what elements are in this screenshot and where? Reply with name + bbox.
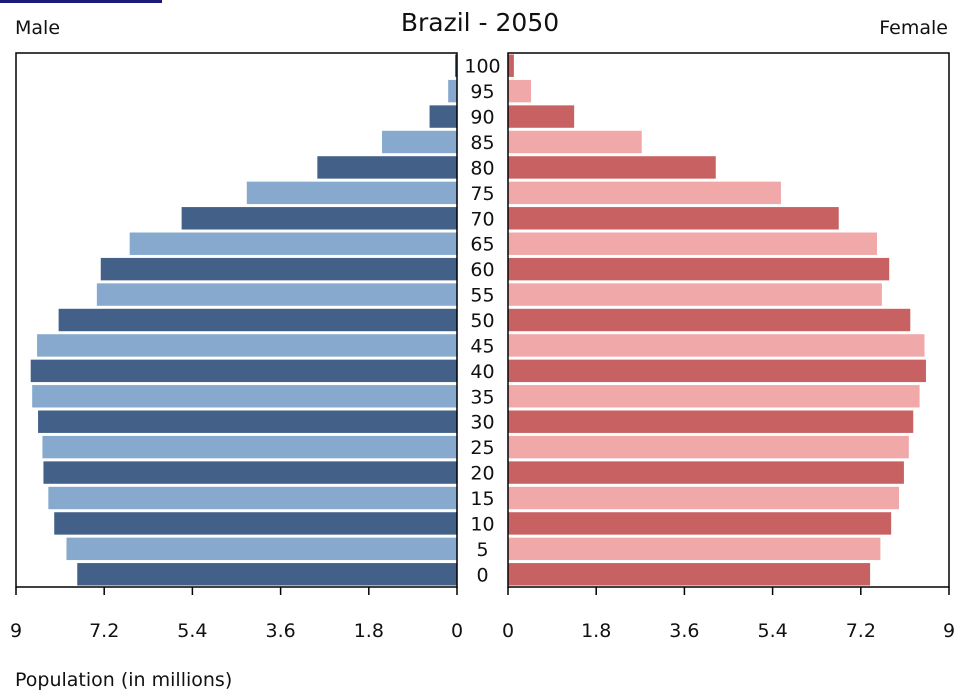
age-label-10: 10 — [470, 513, 494, 535]
age-label-25: 25 — [470, 437, 494, 459]
male-bar-100 — [455, 54, 457, 77]
male-bar-10 — [54, 512, 457, 535]
male-tick-label-1: 7.2 — [89, 620, 119, 642]
female-plot-frame — [507, 52, 950, 588]
female-bar-0 — [508, 563, 871, 586]
male-bar-40 — [30, 359, 457, 383]
female-bar-85 — [508, 130, 642, 154]
female-bar-15 — [508, 486, 900, 510]
male-tick-label-5: 0 — [451, 620, 463, 642]
male-bar-75 — [246, 181, 457, 205]
x-axis-label: Population (in millions) — [15, 669, 233, 691]
female-tick-label-3: 5.4 — [757, 620, 787, 642]
age-label-85: 85 — [470, 132, 494, 154]
male-bar-50 — [58, 308, 457, 332]
male-tick-label-0: 9 — [10, 620, 22, 642]
female-bar-30 — [508, 410, 914, 433]
female-bar-50 — [508, 308, 911, 332]
male-bar-5 — [66, 537, 457, 561]
age-label-60: 60 — [470, 259, 494, 281]
bars-group — [30, 54, 926, 586]
age-label-100: 100 — [464, 56, 500, 78]
male-bar-80 — [317, 156, 457, 179]
male-bar-55 — [96, 283, 457, 306]
age-label-75: 75 — [470, 183, 494, 205]
male-tick-label-2: 5.4 — [177, 620, 207, 642]
male-bar-60 — [100, 257, 458, 281]
male-bar-95 — [448, 79, 457, 103]
age-label-40: 40 — [470, 361, 494, 383]
female-tick-label-4: 7.2 — [846, 620, 876, 642]
age-label-95: 95 — [470, 81, 494, 103]
x-axis-group: 9 7.2 5.4 3.6 1.8 0 0 1.8 3.6 5.4 7.2 9 — [10, 587, 955, 642]
age-label-80: 80 — [470, 157, 494, 179]
male-label: Male — [15, 17, 61, 39]
age-labels-group: 0 5 10 15 20 25 30 35 40 45 50 55 60 65 70 75 80 85 90 95 10… — [464, 56, 500, 587]
age-label-45: 45 — [470, 335, 494, 357]
female-bar-5 — [508, 537, 881, 561]
female-bar-40 — [508, 359, 926, 383]
female-bar-10 — [508, 512, 892, 535]
age-label-55: 55 — [470, 285, 494, 307]
female-bar-20 — [508, 461, 904, 484]
male-bar-15 — [48, 486, 458, 510]
male-bar-90 — [429, 105, 457, 128]
female-bar-35 — [508, 385, 920, 408]
female-bar-65 — [508, 232, 877, 255]
age-label-50: 50 — [470, 310, 494, 332]
female-bar-25 — [508, 435, 909, 459]
female-tick-label-0: 0 — [502, 620, 514, 642]
female-bar-45 — [508, 334, 925, 357]
female-tick-label-5: 9 — [943, 620, 955, 642]
female-bar-95 — [508, 79, 532, 103]
male-bar-20 — [43, 461, 457, 484]
male-plot-frame — [15, 52, 458, 588]
corner-accent-bar — [0, 0, 162, 3]
male-bar-65 — [129, 232, 457, 255]
female-bar-55 — [508, 283, 882, 306]
age-label-20: 20 — [470, 463, 494, 485]
age-label-90: 90 — [470, 107, 494, 129]
male-bar-35 — [32, 385, 458, 408]
chart-title: Brazil - 2050 — [400, 8, 560, 37]
age-label-15: 15 — [470, 488, 494, 510]
female-bar-100 — [508, 54, 514, 77]
female-tick-label-1: 1.8 — [581, 620, 611, 642]
male-tick-label-3: 3.6 — [265, 620, 295, 642]
male-bar-25 — [42, 435, 458, 459]
male-bar-85 — [382, 130, 457, 154]
age-label-65: 65 — [470, 234, 494, 256]
male-tick-label-4: 1.8 — [354, 620, 384, 642]
female-tick-label-2: 3.6 — [669, 620, 699, 642]
age-label-30: 30 — [470, 412, 494, 434]
male-bar-0 — [77, 563, 457, 586]
male-bar-30 — [38, 410, 458, 433]
female-label: Female — [879, 17, 948, 39]
male-bar-70 — [181, 207, 457, 230]
female-bar-75 — [508, 181, 781, 205]
age-label-35: 35 — [470, 386, 494, 408]
age-label-0: 0 — [476, 564, 488, 586]
male-bar-45 — [37, 334, 457, 357]
age-label-70: 70 — [470, 208, 494, 230]
age-label-5: 5 — [476, 539, 488, 561]
female-bar-90 — [508, 105, 575, 128]
female-bar-80 — [508, 156, 716, 179]
female-bar-60 — [508, 257, 890, 281]
female-bar-70 — [508, 207, 839, 230]
